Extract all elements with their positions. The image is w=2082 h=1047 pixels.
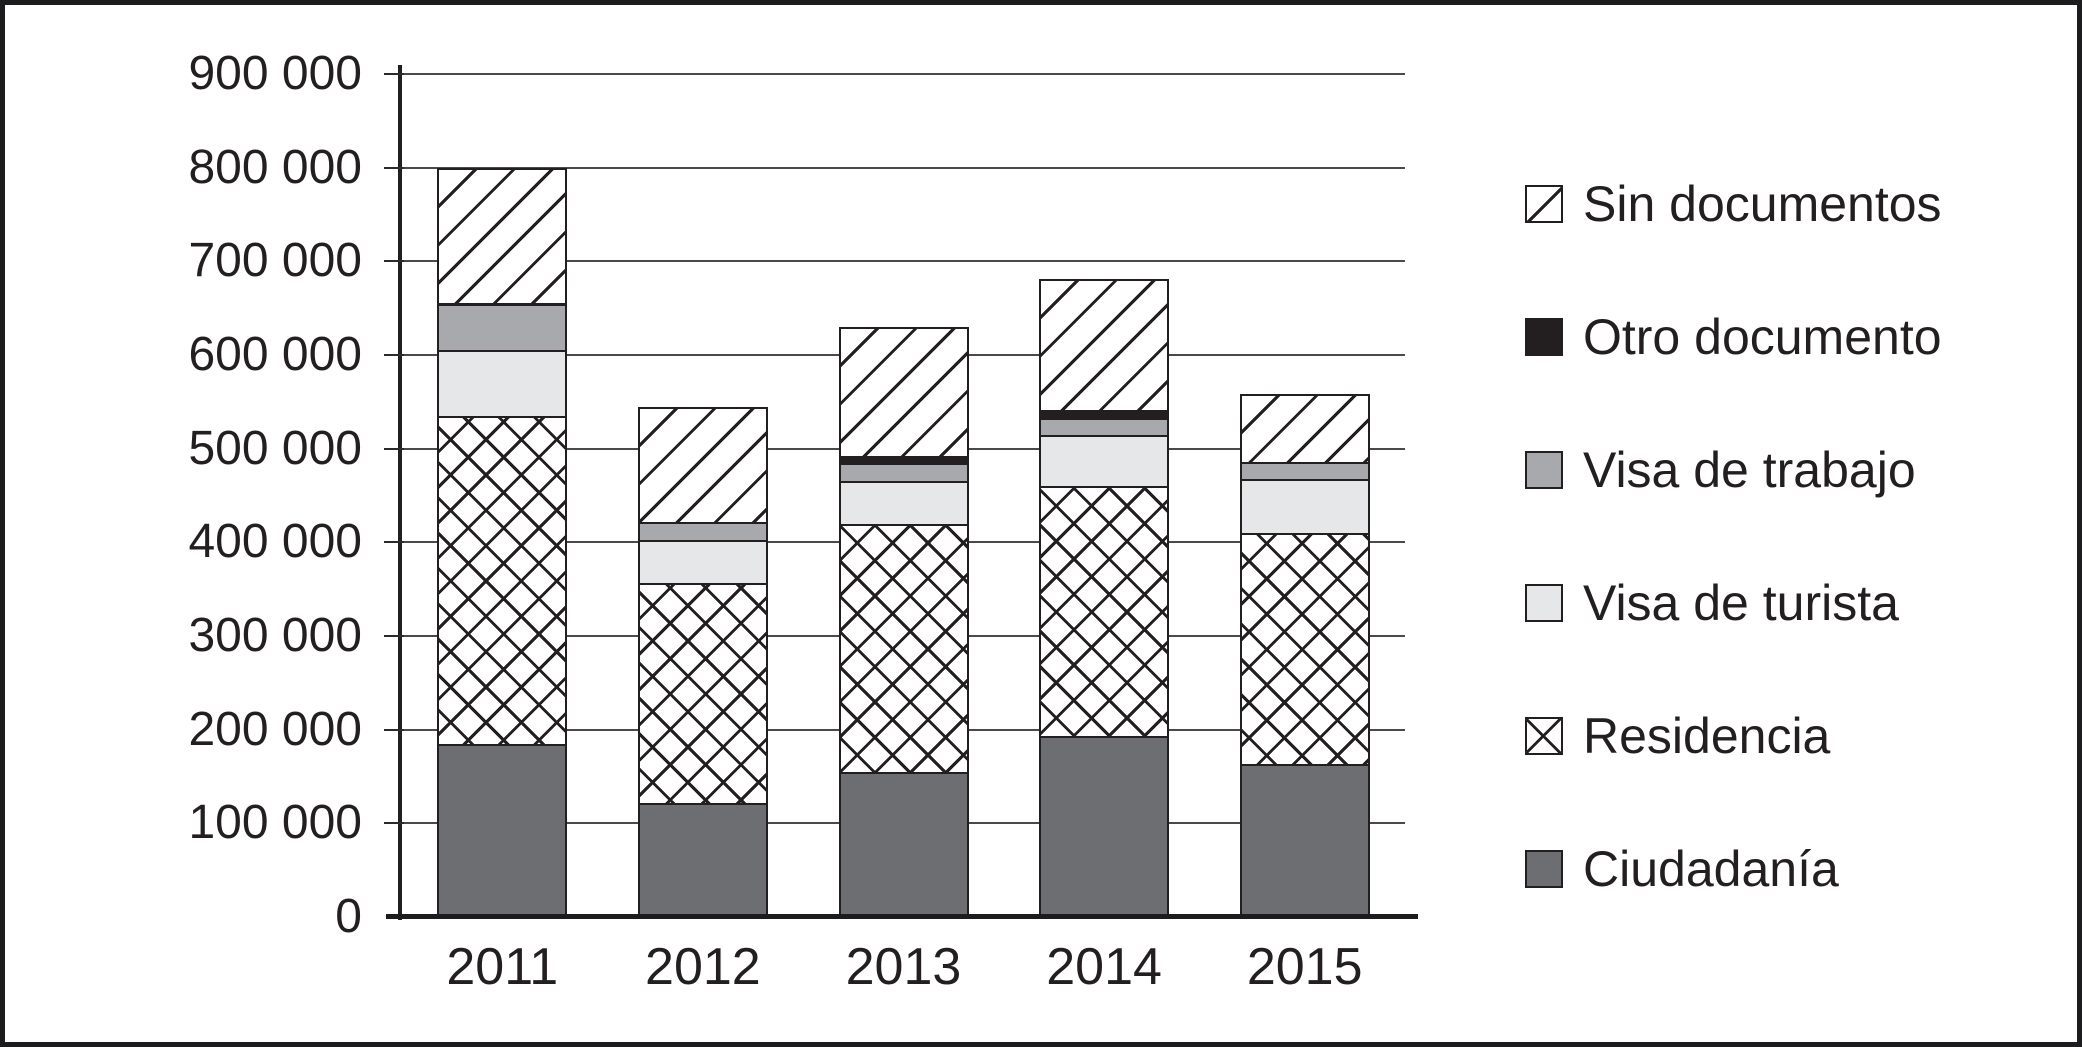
legend-item: Ciudadanía [1525, 837, 1839, 901]
y-axis-tick [384, 447, 404, 450]
plot-area [384, 65, 1418, 920]
y-axis-tick [384, 541, 404, 544]
gridline [402, 73, 1405, 75]
y-axis-tick [384, 635, 404, 637]
y-axis-tick [384, 728, 404, 731]
y-axis-tick-label: 900 000 [188, 47, 362, 100]
x-axis-label: 2015 [1246, 938, 1363, 996]
legend-item: Sin documentos [1525, 172, 1942, 236]
x-axis-label: 2013 [845, 938, 962, 996]
legend-item: Otro documento [1525, 305, 1942, 369]
segment-visa-de-trabajo [1039, 417, 1170, 437]
segment-visa-de-turista [1039, 434, 1170, 489]
segment-ciudadania [637, 802, 768, 917]
legend-label: Otro documento [1583, 309, 1942, 365]
segment-visa-de-turista [1239, 478, 1370, 535]
y-axis-tick-label: 400 000 [188, 515, 362, 569]
legend-item: Residencia [1525, 704, 1830, 768]
y-axis-tick [384, 166, 404, 169]
segment-ciudadania [838, 771, 969, 917]
legend-item: Visa de trabajo [1525, 438, 1916, 502]
segment-residencia [838, 523, 969, 774]
segment-sin-documentos [437, 167, 568, 306]
y-axis-tick [384, 822, 404, 825]
segment-sin-documentos [1039, 279, 1170, 413]
legend-label: Sin documentos [1583, 176, 1942, 232]
y-axis-line [398, 65, 402, 920]
legend-swatch-diagonal [1525, 185, 1563, 223]
legend-swatch-darkgray [1525, 850, 1563, 888]
y-axis-tick [384, 73, 404, 75]
y-axis-tick [384, 354, 404, 356]
legend-swatch-crosshatch [1525, 717, 1563, 755]
legend-swatch-gray [1525, 451, 1563, 489]
y-axis-tick-label: 0 [335, 890, 362, 943]
legend-label: Visa de trabajo [1583, 442, 1916, 498]
y-axis-tick [384, 260, 404, 263]
x-axis-label: 2011 [446, 938, 559, 996]
y-axis-tick-label: 200 000 [188, 702, 362, 756]
x-axis-line [386, 914, 1418, 919]
y-axis-tick-label: 500 000 [188, 421, 362, 475]
segment-residencia [1239, 532, 1370, 767]
segment-visa-de-turista [437, 350, 568, 418]
y-axis-tick-label: 800 000 [188, 140, 362, 194]
x-axis-label: 2012 [645, 938, 761, 996]
legend-label: Ciudadanía [1583, 841, 1839, 897]
segment-visa-de-turista [838, 481, 969, 526]
y-axis-tick-label: 100 000 [188, 796, 362, 850]
segment-sin-documentos [1239, 394, 1370, 464]
segment-visa-de-trabajo [1239, 461, 1370, 481]
segment-ciudadania [1039, 736, 1170, 917]
segment-residencia [637, 582, 768, 805]
legend-item: Visa de turista [1525, 571, 1899, 635]
segment-sin-documentos [838, 326, 969, 459]
legend-swatch-black [1525, 318, 1563, 356]
segment-ciudadania [437, 743, 568, 917]
gridline [402, 260, 1405, 263]
segment-visa-de-trabajo [437, 303, 568, 353]
segment-visa-de-trabajo [838, 462, 969, 484]
gridline [402, 166, 1405, 169]
y-axis-tick-label: 300 000 [188, 609, 362, 662]
segment-visa-de-turista [637, 540, 768, 585]
segment-residencia [437, 415, 568, 746]
legend-label: Residencia [1583, 708, 1831, 764]
y-axis-tick-label: 600 000 [188, 328, 362, 381]
segment-sin-documentos [637, 406, 768, 524]
y-axis-tick-label: 700 000 [188, 234, 362, 288]
legend-label: Visa de turista [1583, 575, 1899, 631]
x-axis-label: 2014 [1046, 938, 1162, 996]
segment-residencia [1039, 486, 1170, 739]
segment-visa-de-trabajo [637, 521, 768, 543]
legend-swatch-lightgray [1525, 584, 1563, 622]
segment-ciudadania [1239, 764, 1370, 917]
